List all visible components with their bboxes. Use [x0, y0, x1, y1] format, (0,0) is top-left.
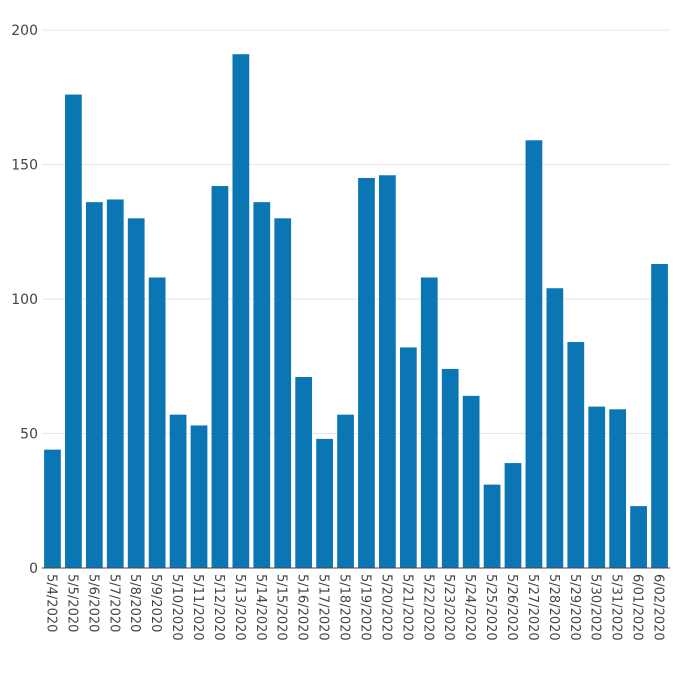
bar	[316, 438, 333, 568]
x-tick-label: 6/02/2020	[651, 574, 666, 641]
x-tick-label: 5/6/2020	[85, 574, 100, 632]
bar	[358, 177, 375, 568]
y-tick-label: 100	[11, 292, 38, 308]
x-tick-label: 5/7/2020	[106, 574, 121, 632]
x-tick-label: 5/21/2020	[399, 574, 414, 641]
bars	[44, 54, 668, 569]
x-tick-label: 5/20/2020	[378, 574, 393, 641]
bar	[211, 186, 229, 568]
x-tick-label: 5/18/2020	[337, 574, 352, 641]
bar	[483, 484, 501, 568]
bar	[399, 347, 417, 568]
x-tick-label: 5/13/2020	[232, 574, 247, 641]
bar	[588, 406, 606, 568]
x-tick-label: 5/24/2020	[462, 574, 477, 641]
bar	[504, 463, 522, 568]
x-tick-label: 5/9/2020	[148, 574, 163, 632]
grid-lines	[42, 29, 670, 434]
x-tick-label: 5/19/2020	[357, 574, 372, 641]
bar	[106, 199, 124, 568]
bar	[148, 277, 166, 568]
bar	[232, 54, 250, 568]
bar	[441, 368, 459, 568]
bar	[651, 264, 668, 568]
bar	[44, 449, 61, 568]
x-tick-label: 5/29/2020	[567, 574, 582, 641]
x-tick-label: 5/14/2020	[253, 574, 268, 641]
x-tick-label: 5/28/2020	[546, 574, 561, 641]
bar	[295, 377, 313, 568]
x-tick-label: 5/31/2020	[609, 574, 624, 641]
bar	[567, 342, 585, 568]
bar	[85, 202, 103, 568]
x-tick-label: 5/12/2020	[211, 574, 226, 641]
y-tick-label: 0	[29, 561, 38, 577]
bar	[379, 175, 396, 568]
x-tick-label: 5/5/2020	[64, 574, 79, 632]
bar	[274, 218, 292, 569]
bar	[420, 277, 438, 568]
x-tick-label: 5/10/2020	[169, 574, 184, 641]
y-tick-label: 200	[11, 23, 38, 39]
x-tick-label: 5/11/2020	[190, 574, 205, 641]
bar	[253, 202, 271, 568]
bar	[169, 414, 187, 568]
x-tick-label: 5/22/2020	[420, 574, 435, 641]
bar	[65, 94, 82, 568]
x-tick-label: 5/27/2020	[525, 574, 540, 641]
x-tick-label: 5/16/2020	[295, 574, 310, 641]
y-tick-label: 150	[11, 158, 38, 174]
x-tick-label: 5/23/2020	[441, 574, 456, 641]
x-tick-label: 5/15/2020	[274, 574, 289, 641]
bar	[127, 218, 145, 569]
x-tick-label: 6/01/2020	[630, 574, 645, 641]
x-tick-label: 5/8/2020	[127, 574, 142, 632]
bar	[546, 288, 564, 568]
x-tick-label: 5/4/2020	[43, 574, 58, 632]
bar	[630, 506, 647, 568]
bar	[190, 425, 208, 568]
x-tick-label: 5/26/2020	[504, 574, 519, 641]
x-tick-label: 5/17/2020	[316, 574, 331, 641]
bar	[525, 140, 543, 569]
bar	[609, 409, 627, 568]
bar	[462, 395, 480, 568]
y-axis-ticks: 0 50 100 150 200	[11, 23, 38, 577]
y-tick-label: 50	[20, 427, 38, 443]
x-axis-ticks: 5/4/2020 5/5/2020 5/6/2020 5/7/2020 5/8/2020…	[43, 574, 665, 641]
x-tick-label: 5/30/2020	[588, 574, 603, 641]
bar	[337, 414, 354, 568]
x-tick-label: 5/25/2020	[483, 574, 498, 641]
